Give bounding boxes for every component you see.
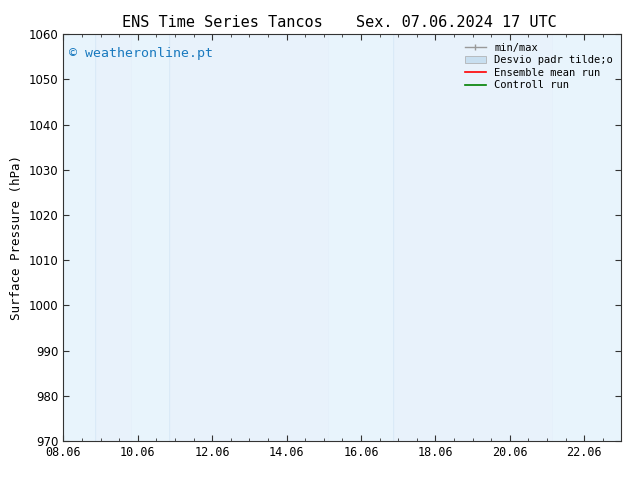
Text: ENS Time Series Tancos: ENS Time Series Tancos	[122, 15, 322, 30]
Y-axis label: Surface Pressure (hPa): Surface Pressure (hPa)	[10, 155, 23, 320]
Bar	[329, 34, 392, 441]
Bar	[63, 34, 95, 441]
Bar	[133, 34, 169, 441]
Bar	[329, 34, 392, 441]
Bar	[552, 34, 621, 441]
Bar	[63, 34, 95, 441]
Bar	[552, 34, 621, 441]
Text: © weatheronline.pt: © weatheronline.pt	[69, 47, 213, 59]
Text: Sex. 07.06.2024 17 UTC: Sex. 07.06.2024 17 UTC	[356, 15, 557, 30]
Legend: min/max, Desvio padr tilde;o, Ensemble mean run, Controll run: min/max, Desvio padr tilde;o, Ensemble m…	[462, 40, 616, 94]
Bar	[133, 34, 169, 441]
